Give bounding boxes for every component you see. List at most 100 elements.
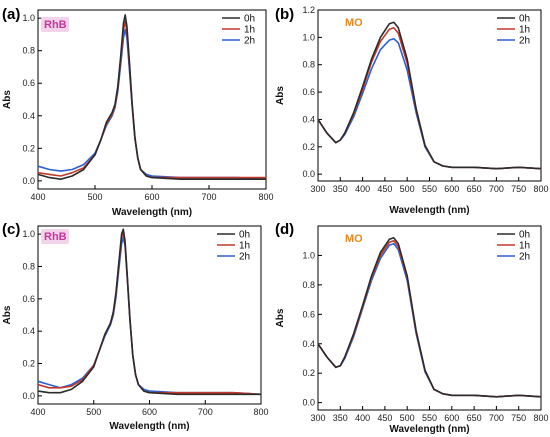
legend-label-1h: 1h (519, 241, 530, 252)
x-tick-label: 300 (310, 184, 325, 194)
series-line-0h (37, 228, 261, 396)
x-tick-label: 600 (444, 184, 459, 194)
series-line-2h (317, 37, 542, 170)
legend-label-0h: 0h (519, 230, 530, 241)
y-tick-label: 0.4 (302, 114, 315, 124)
chart-panel-a: 400 500 600 700 800 0.0 0.2 0.4 0.6 0.8 1.0 Wavelen… (2, 6, 274, 218)
series-line-2h (37, 236, 262, 396)
y-axis-title: Abs (275, 86, 286, 105)
x-tick-label: 750 (511, 184, 526, 194)
series-line-1h (317, 239, 542, 398)
series-line-2h (37, 28, 267, 180)
panel-label: (c) (2, 221, 20, 238)
y-tick-label: 1.0 (302, 250, 315, 260)
panel-label: (b) (275, 6, 294, 23)
x-tick-label: 350 (333, 184, 348, 194)
y-tick-label: 0.2 (22, 359, 35, 369)
x-tick-label: 500 (400, 413, 415, 423)
series-line-2h (317, 242, 542, 398)
chart-panel-c: 400 500 600 700 800 0.0 0.2 0.4 0.6 0.8 1.0 Wavelen… (2, 221, 269, 432)
y-tick-label: 1.0 (22, 13, 35, 23)
x-tick-label: 400 (30, 192, 45, 202)
y-tick-label: 0.0 (302, 169, 315, 179)
x-tick-label: 400 (30, 407, 45, 417)
x-tick-label: 750 (511, 413, 526, 423)
x-tick-label: 550 (422, 413, 437, 423)
x-tick-label: 650 (467, 184, 482, 194)
legend-label-2h: 2h (239, 252, 250, 263)
x-axis-title: Wavelength (nm) (109, 421, 189, 432)
y-tick-label: 0.0 (302, 398, 315, 408)
x-axis-title: Wavelength (nm) (389, 424, 469, 435)
y-tick-label: 0.0 (22, 391, 35, 401)
y-tick-label: 0.4 (302, 339, 315, 349)
y-tick-label: 0.0 (22, 176, 35, 186)
x-tick-label: 700 (489, 413, 504, 423)
x-tick-label: 500 (400, 184, 415, 194)
y-tick-label: 0.6 (302, 87, 315, 97)
legend-label-1h: 1h (239, 241, 250, 252)
plot-frame (317, 225, 542, 411)
y-tick-label: 0.6 (302, 309, 315, 319)
panel-label: (a) (2, 6, 20, 23)
y-tick-label: 0.6 (22, 78, 35, 88)
y-tick-label: 0.2 (302, 368, 315, 378)
x-tick-label: 800 (258, 192, 273, 202)
legend-label-2h: 2h (519, 36, 530, 47)
annotation-highlight (41, 17, 69, 32)
sample-annotation: MO (345, 233, 363, 245)
y-axis-title: Abs (2, 90, 13, 109)
x-tick-label: 800 (253, 407, 268, 417)
annotation-highlight (41, 229, 69, 244)
legend-label-1h: 1h (244, 25, 255, 36)
x-tick-label: 550 (422, 184, 437, 194)
panel-label: (d) (275, 221, 294, 238)
y-tick-label: 0.8 (302, 280, 315, 290)
x-tick-label: 700 (198, 407, 213, 417)
y-tick-label: 0.4 (22, 111, 35, 121)
y-tick-label: 1.0 (302, 32, 315, 42)
sample-annotation: RhB (44, 231, 67, 243)
series-line-1h (37, 20, 266, 179)
chart-panel-d: 300 350 400 450 500 550 600 650 700 750 800 0.0 0.2 0… (275, 221, 549, 435)
x-tick-label: 650 (467, 413, 482, 423)
y-tick-label: 0.6 (22, 294, 35, 304)
x-tick-label: 450 (377, 413, 392, 423)
x-axis-title: Wavelength (nm) (112, 207, 192, 218)
y-tick-label: 1.0 (22, 229, 35, 239)
y-tick-label: 0.2 (302, 142, 315, 152)
legend-label-0h: 0h (244, 14, 255, 25)
plot-frame (37, 9, 267, 190)
x-tick-label: 300 (310, 413, 325, 423)
x-axis-title: Wavelength (nm) (389, 205, 469, 216)
y-tick-label: 1.2 (302, 5, 315, 15)
sample-annotation: RhB (44, 19, 67, 31)
series-line-0h (37, 14, 266, 180)
legend-label-2h: 2h (244, 36, 255, 47)
legend-label-0h: 0h (239, 230, 250, 241)
sample-annotation: MO (345, 17, 363, 29)
x-tick-label: 400 (355, 413, 370, 423)
chart-panel-b: 300 350 400 450 500 550 600 650 700 750 800 0.0 0.2 0… (275, 5, 549, 216)
x-tick-label: 600 (444, 413, 459, 423)
y-axis-title: Abs (2, 305, 13, 324)
series-line-0h (317, 237, 542, 398)
x-tick-label: 800 (533, 184, 548, 194)
y-tick-label: 0.8 (22, 261, 35, 271)
series-line-1h (317, 26, 542, 170)
x-tick-label: 400 (355, 184, 370, 194)
x-tick-label: 500 (86, 407, 101, 417)
y-tick-label: 0.4 (22, 326, 35, 336)
x-tick-label: 350 (333, 413, 348, 423)
legend-label-0h: 0h (519, 14, 530, 25)
y-axis-title: Abs (275, 308, 286, 327)
y-tick-label: 0.8 (22, 46, 35, 56)
x-tick-label: 700 (489, 184, 504, 194)
x-tick-label: 500 (87, 192, 102, 202)
x-tick-label: 700 (201, 192, 216, 202)
series-line-0h (317, 21, 542, 170)
legend-label-1h: 1h (519, 25, 530, 36)
y-tick-label: 0.2 (22, 143, 35, 153)
x-tick-label: 600 (142, 407, 157, 417)
